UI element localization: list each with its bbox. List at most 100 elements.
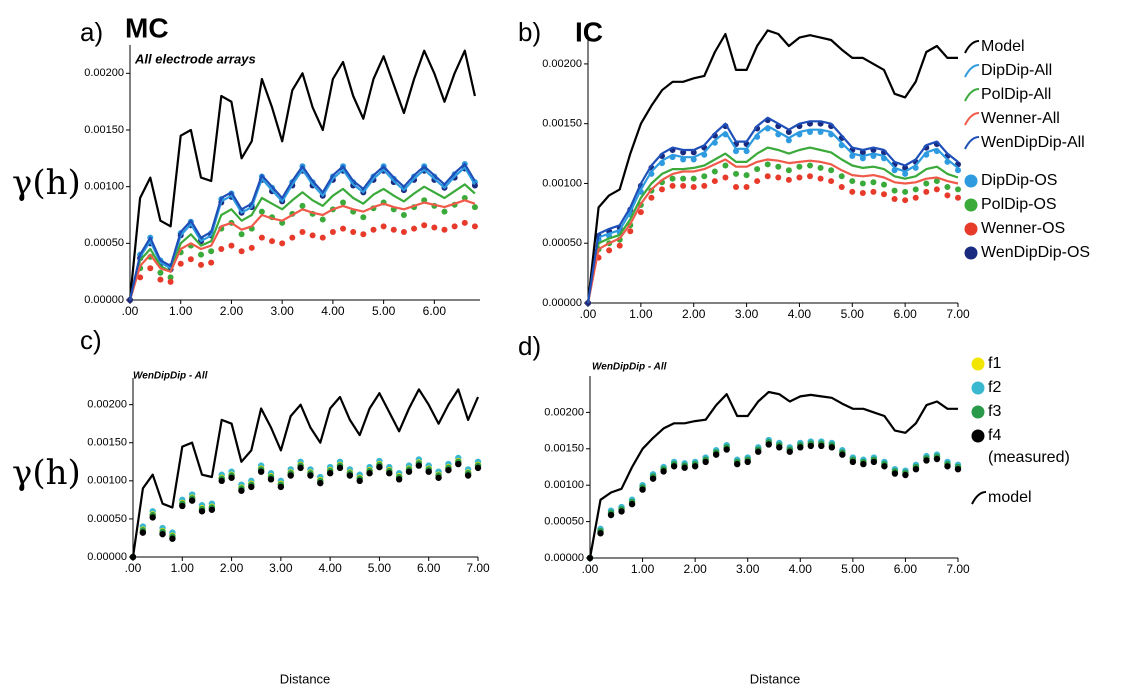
- series-dot: [167, 274, 174, 281]
- series-dot: [955, 186, 961, 193]
- series-dot: [461, 195, 468, 201]
- legend-swatch: [971, 429, 985, 443]
- x-axis-label: Distance: [280, 671, 331, 686]
- x-tick-label: 1.00: [171, 561, 195, 575]
- series-dot: [307, 472, 314, 479]
- legend-swatch: [964, 136, 980, 150]
- series-dot: [743, 172, 750, 179]
- series-dot: [902, 188, 909, 195]
- series-dot: [669, 175, 676, 182]
- series-dot: [149, 514, 156, 521]
- series-dot: [690, 184, 697, 191]
- series-dot: [356, 477, 363, 485]
- series-dot: [299, 229, 306, 235]
- panel-subtitle: All electrode arrays: [134, 51, 256, 66]
- series-dot: [137, 274, 144, 281]
- series-dot: [208, 506, 216, 513]
- x-tick-label: 6.00: [423, 304, 447, 318]
- legend-swatch: [964, 40, 980, 54]
- series-line: [128, 162, 476, 301]
- series-dot: [881, 191, 887, 198]
- x-tick-label: 7.00: [946, 562, 970, 576]
- y-tick-label: 0.00200: [84, 67, 124, 79]
- series-dot: [796, 174, 803, 181]
- series-dot: [319, 216, 326, 223]
- series-dot: [248, 483, 255, 491]
- series-dot: [785, 176, 792, 183]
- series-dot: [828, 178, 835, 185]
- panel-title: IC: [575, 16, 603, 47]
- series-dot: [849, 458, 857, 466]
- series-dot: [317, 479, 324, 487]
- panel-title: MC: [125, 12, 169, 43]
- series-dot: [421, 222, 428, 229]
- y-tick-label: 0.00100: [87, 475, 127, 487]
- legend-label: f4: [988, 427, 1001, 444]
- series-dot: [870, 458, 878, 466]
- series-dot: [639, 486, 646, 493]
- series-dot: [701, 173, 708, 180]
- x-tick-label: 3.00: [270, 304, 294, 318]
- series-dot: [218, 246, 225, 252]
- x-tick-label: .00: [122, 304, 139, 318]
- series-dot: [754, 178, 761, 185]
- x-axis-label: Distance: [750, 671, 801, 686]
- series-dot: [257, 468, 265, 475]
- series-dot: [754, 166, 761, 173]
- series-dot: [902, 197, 909, 204]
- panel-subtitle: WenDipDip - All: [592, 362, 667, 373]
- series-dot: [828, 167, 835, 174]
- x-tick-label: .00: [582, 562, 599, 576]
- x-tick-label: 7.00: [946, 307, 970, 321]
- series-dot: [366, 470, 373, 477]
- series-dot: [807, 173, 813, 180]
- series-line: [128, 49, 476, 301]
- series-dot: [722, 174, 729, 181]
- x-tick-label: 4.00: [788, 307, 812, 321]
- series-dot: [607, 511, 615, 519]
- x-tick-label: 4.00: [321, 304, 345, 318]
- x-tick-label: 3.00: [736, 562, 760, 576]
- series-dot: [336, 464, 344, 472]
- series-dot: [923, 180, 930, 187]
- series-dot: [923, 188, 930, 195]
- series-dot: [923, 457, 930, 464]
- series-dot: [912, 465, 920, 473]
- series-dot: [238, 487, 245, 494]
- series-dot: [944, 192, 951, 199]
- series-dot: [326, 470, 334, 477]
- series-dot: [881, 463, 888, 470]
- series-dot: [616, 242, 623, 249]
- series-dot: [733, 184, 739, 191]
- legend-swatch: [971, 381, 985, 395]
- series-dot: [743, 184, 750, 191]
- x-tick-label: 4.00: [318, 561, 342, 575]
- series-dot: [690, 175, 697, 182]
- series-dot: [445, 466, 452, 474]
- series-dot: [764, 161, 771, 168]
- series-dot: [849, 178, 856, 185]
- series-dot: [859, 149, 866, 156]
- series-dot: [711, 168, 718, 175]
- x-tick-label: 5.00: [368, 561, 392, 575]
- series-dot: [660, 468, 667, 475]
- x-tick-label: 5.00: [372, 304, 396, 318]
- series-dot: [395, 476, 403, 483]
- x-tick-label: 4.00: [789, 562, 813, 576]
- x-tick-label: .00: [125, 561, 142, 575]
- series-dot: [734, 460, 741, 468]
- series-dot: [228, 242, 235, 249]
- legend-label: f3: [988, 403, 1001, 420]
- series-dot: [258, 208, 265, 215]
- series-dot: [405, 468, 413, 475]
- panel-label: d): [518, 331, 541, 361]
- legend-swatch: [964, 222, 978, 236]
- series-dot: [680, 175, 687, 182]
- y-tick-label: 0.00200: [87, 399, 127, 411]
- series-dot: [188, 497, 196, 504]
- y-tick-label: 0.00200: [544, 406, 584, 418]
- series-dot: [167, 278, 174, 285]
- series-dot: [870, 179, 877, 186]
- series-dot: [891, 187, 898, 194]
- series-line: [131, 388, 480, 558]
